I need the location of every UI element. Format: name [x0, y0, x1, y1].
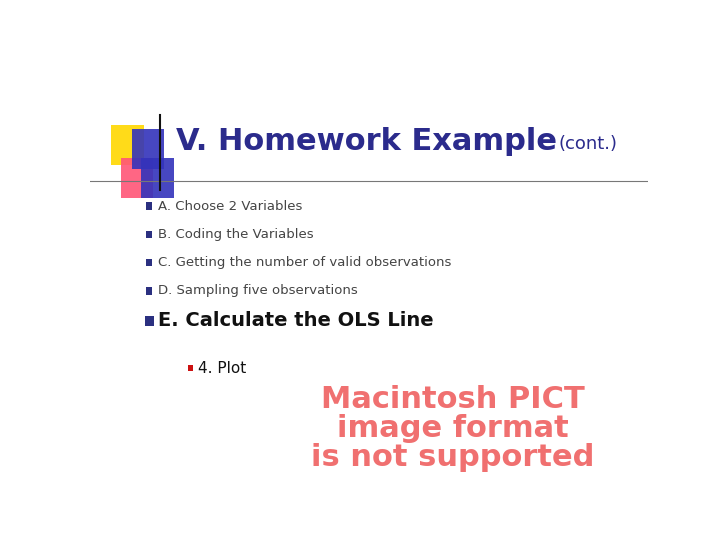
FancyBboxPatch shape: [141, 158, 174, 198]
Text: E. Calculate the OLS Line: E. Calculate the OLS Line: [158, 311, 433, 330]
Bar: [188, 365, 193, 372]
FancyBboxPatch shape: [132, 129, 164, 168]
Text: V. Homework Example: V. Homework Example: [176, 127, 557, 156]
FancyBboxPatch shape: [111, 125, 143, 165]
Bar: [145, 315, 153, 326]
Text: is not supported: is not supported: [311, 443, 595, 472]
FancyBboxPatch shape: [121, 158, 153, 198]
Bar: [145, 259, 153, 266]
Text: C. Getting the number of valid observations: C. Getting the number of valid observati…: [158, 256, 451, 269]
Text: (cont.): (cont.): [559, 135, 618, 153]
Bar: [145, 287, 153, 295]
Text: image format: image format: [337, 414, 569, 443]
Text: B. Coding the Variables: B. Coding the Variables: [158, 228, 314, 241]
Text: 4. Plot: 4. Plot: [198, 361, 246, 376]
Text: A. Choose 2 Variables: A. Choose 2 Variables: [158, 200, 302, 213]
Bar: [145, 202, 153, 210]
Text: Macintosh PICT: Macintosh PICT: [321, 385, 585, 414]
Bar: [145, 231, 153, 238]
Text: D. Sampling five observations: D. Sampling five observations: [158, 285, 358, 298]
